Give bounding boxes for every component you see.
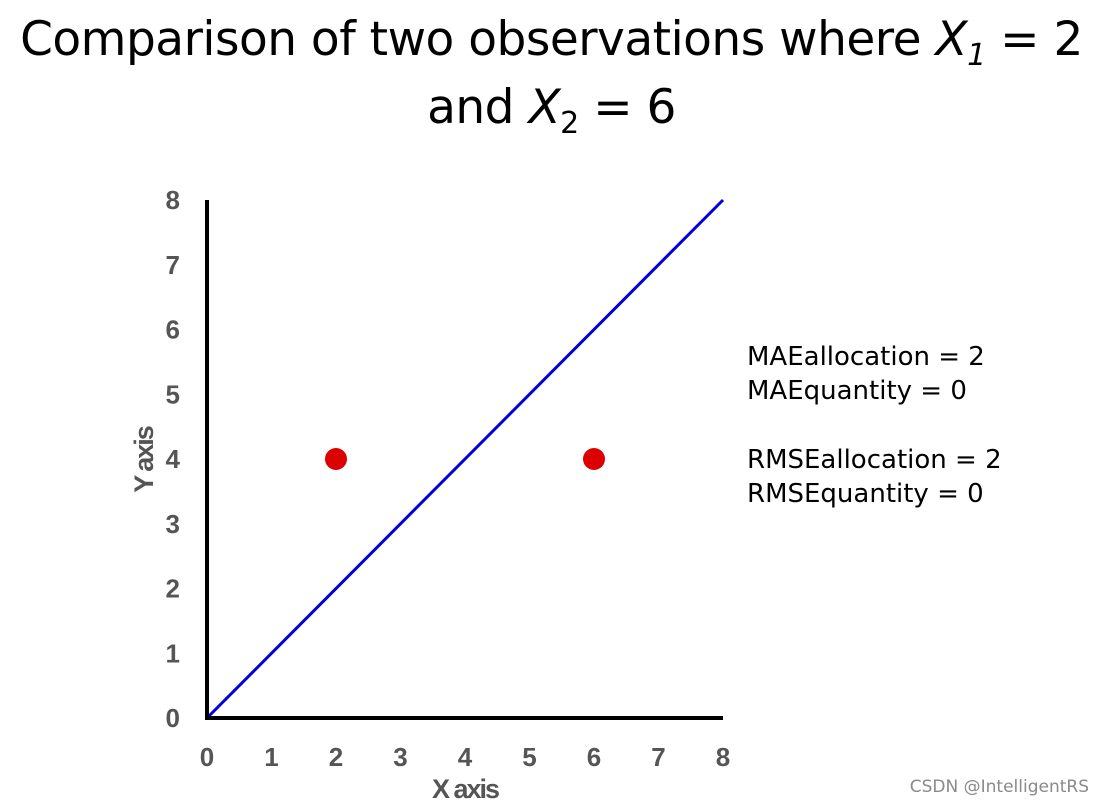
y-tick-label-5: 5: [166, 379, 180, 409]
title-line-1-prefix: Comparison of two observations where: [20, 12, 936, 67]
points-layer: [325, 448, 605, 470]
mae-allocation-text: MAEallocation = 2: [747, 342, 985, 372]
mae-quantity-text: MAEquantity = 0: [747, 376, 967, 406]
tick-labels-layer: 0 1 2 3 4 5 6 7 8 0 1 2 3 4 5 6 7 8: [166, 185, 731, 772]
x-tick-label-6: 6: [587, 742, 601, 772]
x-axis-title: X axis: [432, 774, 499, 804]
x-tick-label-7: 7: [651, 742, 665, 772]
title-var2-subscript: 2: [560, 106, 579, 141]
watermark: CSDN @IntelligentRS: [909, 777, 1089, 797]
title-var2-value: = 6: [578, 80, 676, 135]
title-line-1: Comparison of two observations where X1 …: [0, 6, 1103, 74]
y-tick-label-7: 7: [166, 250, 180, 280]
x-tick-label-1: 1: [264, 742, 278, 772]
rmse-allocation-text: RMSEallocation = 2: [747, 445, 1002, 475]
chart-title: Comparison of two observations where X1 …: [0, 6, 1103, 142]
y-tick-label-4: 4: [166, 444, 181, 474]
x-tick-label-2: 2: [329, 742, 343, 772]
x-tick-label-5: 5: [522, 742, 536, 772]
metrics-spacer: [747, 408, 1087, 443]
title-line-2: and X2 = 6: [0, 74, 1103, 142]
title-var1-subscript: 1: [967, 38, 986, 73]
title-var1-value: = 2: [985, 12, 1083, 67]
reference-line-layer: [205, 198, 725, 720]
error-metrics-panel: MAEallocation = 2 MAEquantity = 0 RMSEal…: [747, 340, 1087, 511]
axes-layer: [205, 200, 723, 720]
x-tick-label-8: 8: [716, 742, 730, 772]
reference-line: [205, 198, 725, 720]
x-tick-label-3: 3: [393, 742, 407, 772]
y-tick-label-8: 8: [166, 185, 180, 215]
data-point-2: [583, 448, 605, 470]
title-line-2-prefix: and: [427, 80, 529, 135]
rmse-quantity-text: RMSEquantity = 0: [747, 479, 984, 509]
y-tick-label-6: 6: [166, 315, 180, 345]
title-var1-letter: X: [935, 12, 968, 67]
y-tick-label-3: 3: [166, 509, 180, 539]
y-tick-label-1: 1: [166, 638, 180, 668]
y-tick-label-0: 0: [166, 703, 180, 733]
data-point-1: [325, 448, 347, 470]
x-tick-label-4: 4: [458, 742, 473, 772]
y-tick-label-2: 2: [166, 574, 180, 604]
y-axis-title: Y axis: [129, 426, 159, 493]
x-tick-label-0: 0: [200, 742, 214, 772]
title-var2-letter: X: [528, 80, 561, 135]
